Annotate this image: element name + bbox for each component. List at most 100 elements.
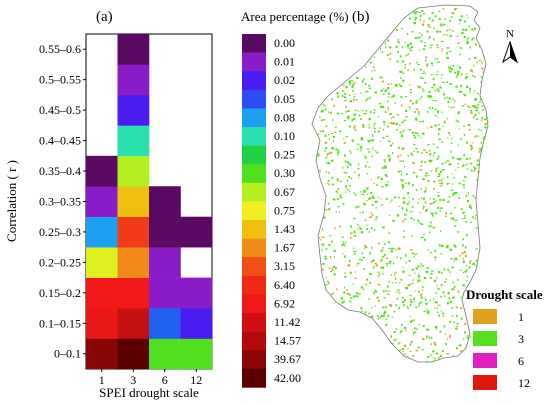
drought-pixel	[421, 10, 424, 13]
drought-pixel	[339, 180, 342, 182]
drought-pixel	[377, 115, 380, 118]
drought-pixel	[436, 116, 438, 118]
x-tick-labels: 1 3 6 12	[99, 369, 202, 387]
drought-pixel	[415, 13, 417, 15]
drought-pixel	[407, 192, 410, 195]
drought-pixel	[404, 299, 406, 302]
drought-pixel	[436, 311, 439, 313]
drought-pixel	[321, 243, 325, 246]
drought-pixel	[385, 306, 387, 309]
drought-pixel	[359, 212, 362, 214]
drought-pixel	[422, 236, 424, 238]
drought-pixel	[414, 327, 416, 330]
drought-pixel	[387, 241, 390, 244]
drought-pixel	[407, 284, 409, 287]
drought-pixel	[452, 192, 454, 195]
drought-pixel	[413, 297, 416, 300]
legend-label: 6	[518, 354, 524, 368]
drought-pixel	[339, 225, 341, 228]
drought-pixel	[360, 231, 364, 234]
drought-pixel	[416, 62, 418, 64]
drought-pixel	[442, 125, 444, 127]
drought-pixel	[360, 145, 362, 147]
drought-pixel	[380, 198, 382, 200]
heatmap-cell	[86, 186, 118, 217]
drought-pixel	[450, 68, 453, 71]
drought-pixel	[368, 198, 370, 200]
drought-pixel	[350, 225, 352, 228]
drought-pixel	[378, 284, 381, 286]
drought-pixel	[328, 208, 331, 211]
drought-pixel	[437, 110, 440, 113]
drought-pixel	[369, 62, 372, 64]
drought-pixel	[417, 220, 420, 223]
drought-pixel	[423, 238, 426, 241]
drought-pixel	[419, 301, 423, 304]
drought-pixel	[454, 245, 457, 248]
drought-pixel	[416, 328, 418, 330]
drought-pixel	[373, 125, 375, 127]
drought-pixel	[357, 263, 359, 265]
drought-pixel	[406, 173, 408, 175]
drought-pixel	[425, 56, 427, 58]
drought-pixel	[427, 313, 430, 315]
drought-pixel	[325, 208, 327, 211]
drought-pixel	[434, 249, 437, 252]
drought-pixel	[357, 143, 360, 145]
drought-pixel	[430, 272, 433, 275]
drought-pixel	[436, 307, 438, 309]
drought-pixel	[400, 178, 402, 182]
drought-pixel	[452, 177, 455, 179]
drought-pixel	[396, 256, 398, 259]
drought-pixel	[332, 183, 335, 186]
drought-pixel	[411, 268, 414, 271]
drought-pixel	[430, 170, 433, 172]
drought-pixel	[428, 106, 430, 109]
drought-pixel	[426, 308, 428, 311]
colorbar-swatch	[242, 368, 266, 388]
drought-pixel	[343, 286, 345, 289]
drought-pixel	[461, 318, 463, 320]
drought-pixel	[433, 201, 436, 203]
drought-pixel	[357, 168, 360, 170]
drought-pixel	[381, 51, 383, 53]
drought-pixel	[428, 36, 431, 39]
drought-pixel	[435, 199, 437, 202]
drought-pixel	[436, 301, 438, 304]
drought-pixel	[361, 252, 363, 255]
drought-pixel	[466, 14, 468, 16]
drought-pixel	[401, 173, 403, 176]
drought-pixel	[468, 25, 470, 28]
heatmap-cell	[117, 94, 150, 126]
drought-pixel	[373, 109, 376, 111]
drought-pixel	[386, 54, 390, 56]
drought-pixel	[450, 106, 452, 109]
drought-pixel	[429, 251, 432, 254]
drought-pixel	[399, 332, 401, 335]
drought-pixel	[366, 161, 369, 163]
drought-pixel	[331, 176, 333, 179]
drought-pixel	[382, 226, 385, 229]
drought-pixel	[400, 122, 404, 124]
drought-pixel	[404, 165, 406, 168]
drought-pixel	[487, 120, 489, 123]
drought-pixel	[425, 299, 428, 302]
drought-pixel	[430, 125, 433, 128]
drought-pixel	[481, 105, 484, 107]
drought-pixel	[405, 254, 407, 257]
drought-pixel	[385, 174, 388, 178]
drought-pixel	[476, 61, 478, 64]
drought-pixel	[415, 108, 419, 111]
drought-pixel	[375, 200, 378, 203]
drought-pixel	[372, 259, 375, 262]
drought-pixel	[355, 99, 358, 101]
drought-pixel	[388, 247, 391, 249]
drought-pixel	[433, 280, 436, 282]
drought-pixel	[427, 356, 429, 359]
drought-pixel	[458, 197, 461, 199]
drought-pixel	[445, 34, 449, 36]
drought-pixel	[387, 154, 390, 157]
drought-pixel	[447, 160, 450, 162]
drought-pixel	[401, 160, 404, 162]
drought-pixel	[397, 41, 400, 43]
